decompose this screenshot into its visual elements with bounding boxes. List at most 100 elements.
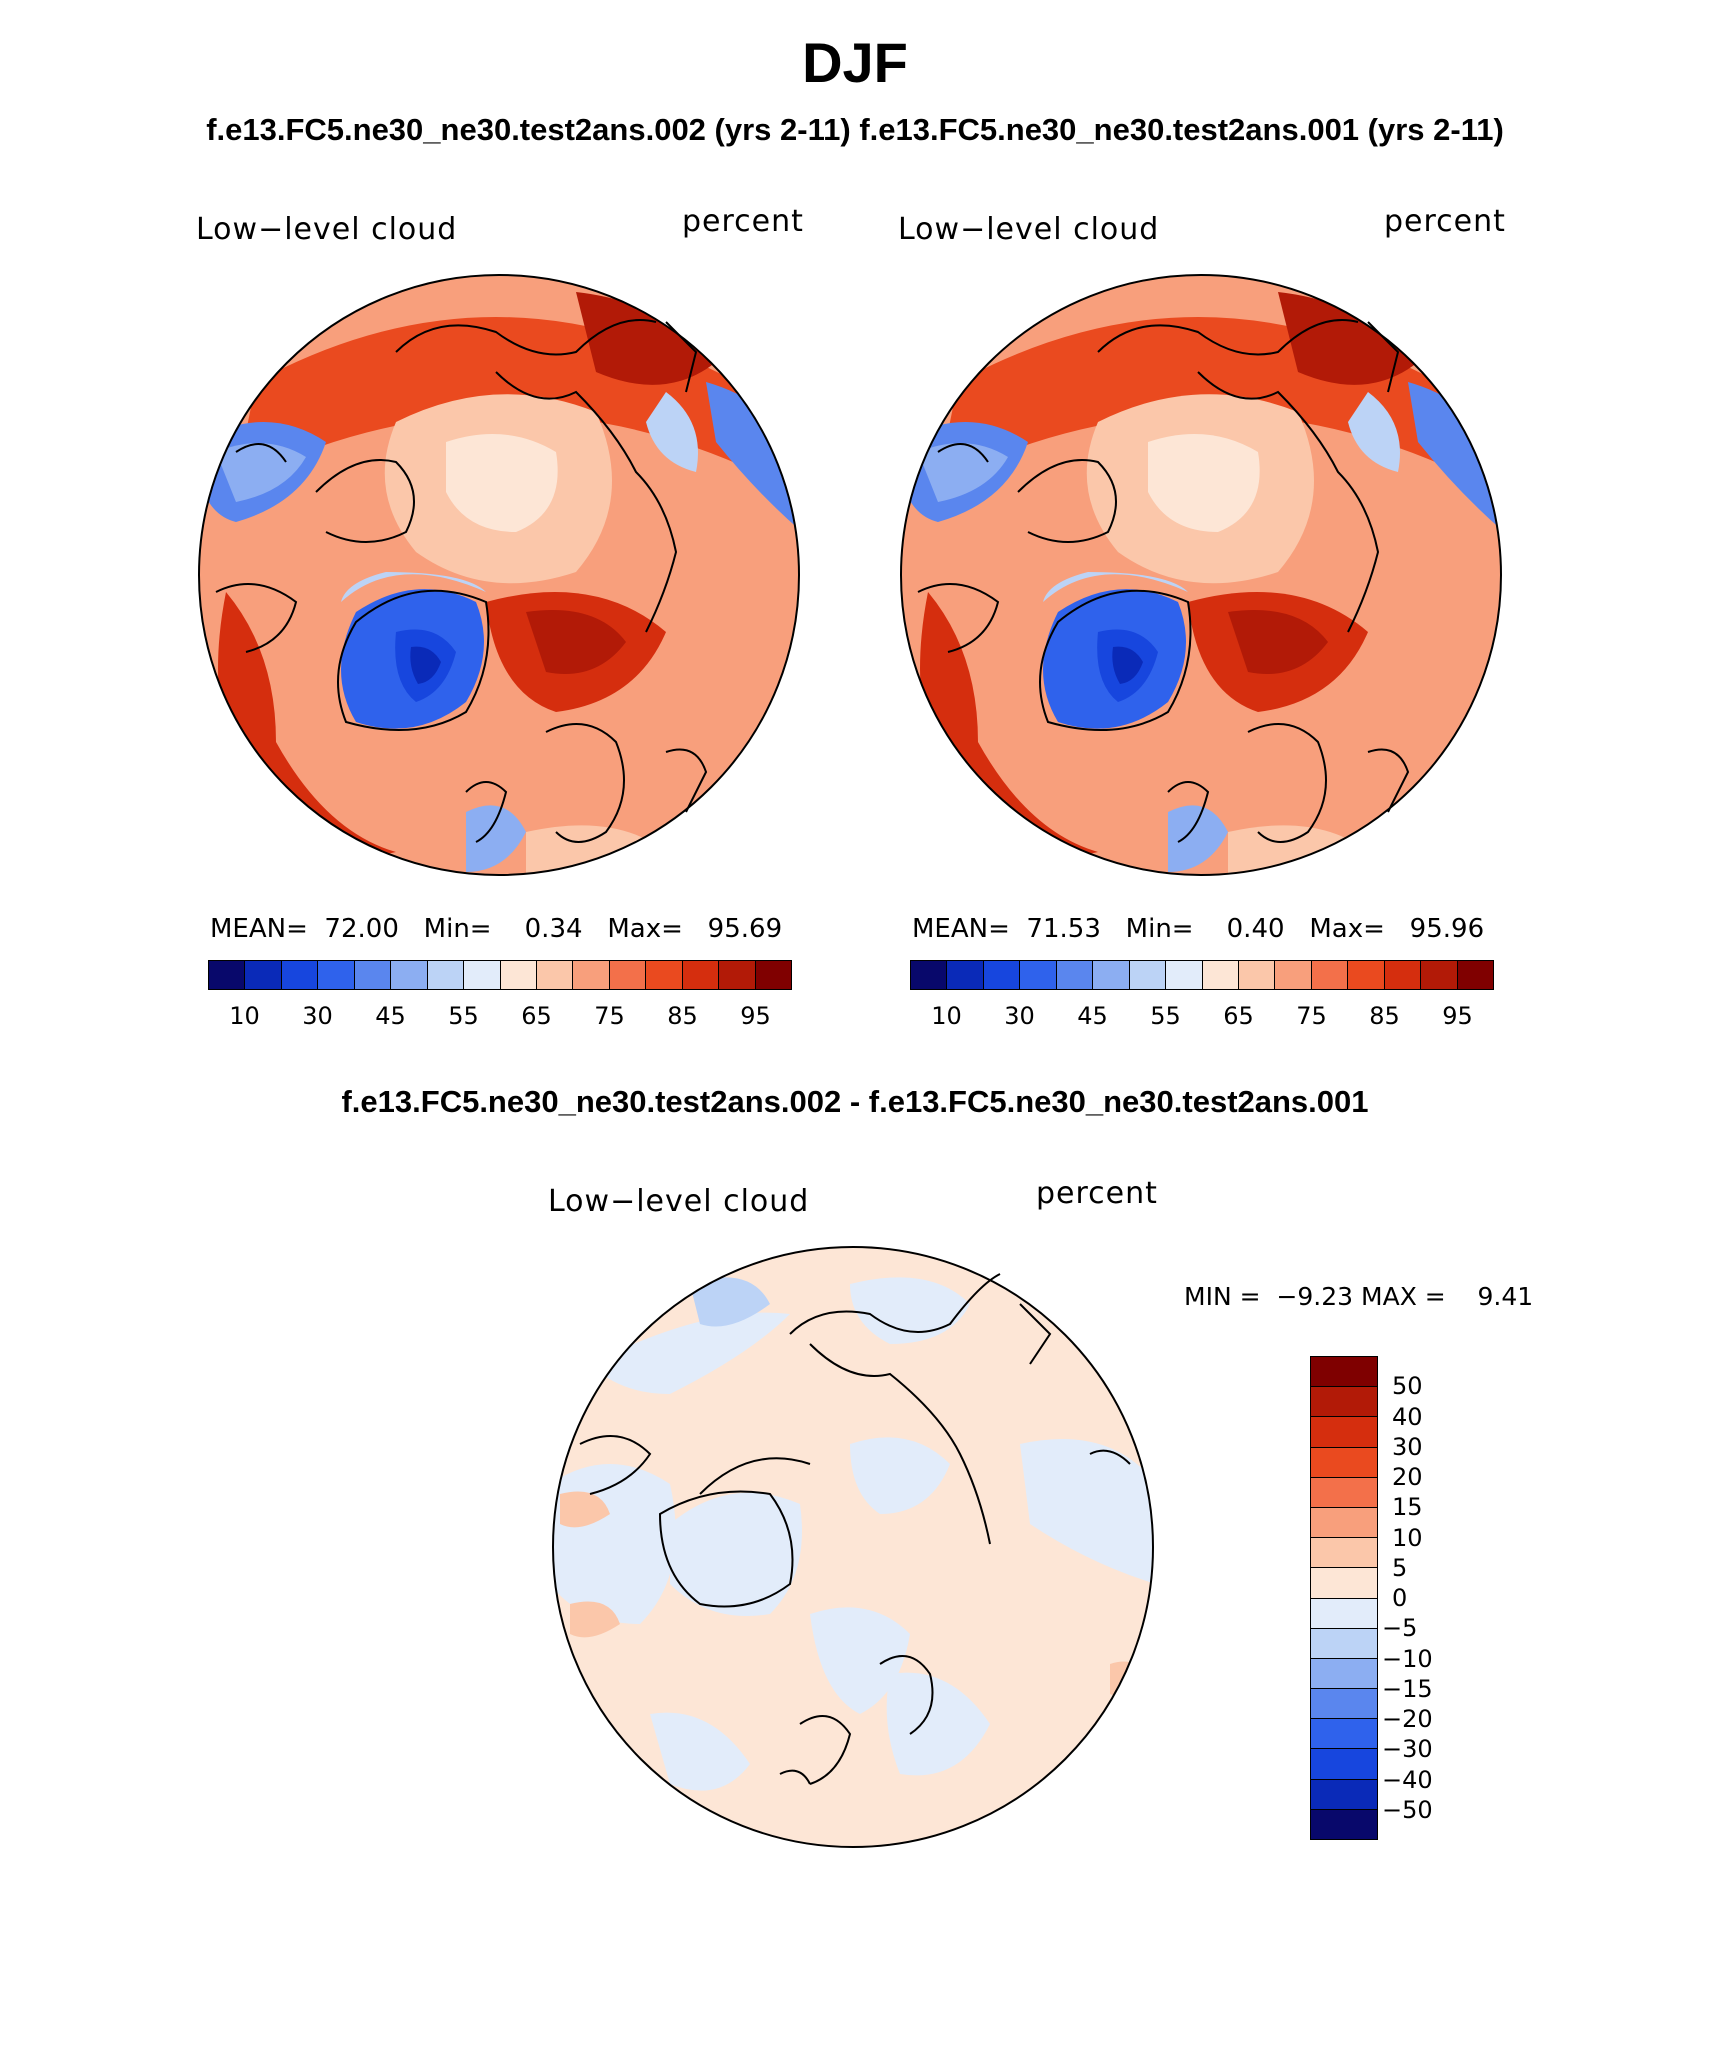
west-positive-patch bbox=[560, 1491, 610, 1528]
north-atlantic-core bbox=[526, 610, 626, 674]
colorbar-tick-label: 30 bbox=[1004, 1002, 1035, 1030]
diff-colorbar bbox=[1310, 1356, 1378, 1840]
colorbar-box bbox=[1384, 961, 1422, 989]
south-positive-patch bbox=[570, 1601, 620, 1638]
map-border bbox=[900, 274, 1502, 876]
colorbar-box bbox=[755, 961, 791, 989]
min-value: 0.40 bbox=[1226, 914, 1285, 944]
colorbar-tick-label: 95 bbox=[1442, 1002, 1473, 1030]
colorbar-tick-label: 55 bbox=[448, 1002, 479, 1030]
diff-colorbar-labels: 50 40 30 20 15 10 5 0 −5 −10 −15 −20 −30 −40 −50 bbox=[1382, 1356, 1512, 1840]
right-colorbar bbox=[910, 960, 1494, 990]
mean-label: MEAN= bbox=[912, 914, 1010, 944]
colorbar-tick-label: −5 bbox=[1382, 1614, 1418, 1643]
colorbar-tick-label: −15 bbox=[1382, 1674, 1433, 1703]
colorbar-tick-label: 0 bbox=[1392, 1584, 1408, 1612]
colorbar-box bbox=[983, 961, 1021, 989]
colorbar-tick-label: 45 bbox=[1077, 1002, 1108, 1030]
colorbar-box bbox=[1311, 1447, 1377, 1478]
colorbar-box bbox=[646, 961, 683, 989]
siberia-dark-region bbox=[576, 292, 716, 385]
colorbar-box bbox=[1311, 1749, 1377, 1780]
coastlines bbox=[579, 1273, 1131, 1785]
colorbar-box bbox=[682, 961, 720, 989]
colorbar-tick-label: 85 bbox=[667, 1002, 698, 1030]
colorbar-box bbox=[281, 961, 319, 989]
europe-negative-patch bbox=[1020, 1439, 1153, 1584]
colorbar-box bbox=[1129, 961, 1167, 989]
diff-max-label: MAX = bbox=[1361, 1282, 1446, 1311]
left-colorbar-labels: 10 30 45 55 65 75 85 95 bbox=[208, 1002, 792, 1032]
colorbar-box bbox=[391, 961, 428, 989]
colorbar-box bbox=[1457, 961, 1493, 989]
scandinavia-blue bbox=[466, 805, 526, 872]
max-label: Max= bbox=[1309, 914, 1385, 944]
scandinavia-negative-patch bbox=[886, 1672, 990, 1776]
colorbar-tick-label: −10 bbox=[1382, 1644, 1433, 1673]
right-polar-map bbox=[900, 274, 1502, 876]
siberia-light-patch bbox=[1348, 392, 1400, 472]
greenland-edge bbox=[341, 572, 486, 602]
scandinavia-blue bbox=[1168, 805, 1228, 872]
colorbar-box bbox=[1348, 961, 1385, 989]
colorbar-tick-label: 65 bbox=[1223, 1002, 1254, 1030]
colorbar-tick-label: 65 bbox=[521, 1002, 552, 1030]
colorbar-tick-label: 75 bbox=[1296, 1002, 1327, 1030]
north-atlantic-core bbox=[1228, 610, 1328, 674]
left-colorbar bbox=[208, 960, 792, 990]
colorbar-box bbox=[1311, 961, 1349, 989]
colorbar-box bbox=[1311, 1689, 1377, 1720]
europe-blue-patch bbox=[1408, 382, 1501, 532]
colorbar-tick-label: 10 bbox=[1392, 1523, 1423, 1552]
diff-polar-map bbox=[552, 1246, 1154, 1848]
colorbar-tick-label: 30 bbox=[302, 1002, 333, 1030]
colorbar-box bbox=[1421, 961, 1458, 989]
colorbar-tick-label: 40 bbox=[1392, 1402, 1423, 1431]
colorbar-box bbox=[245, 961, 282, 989]
siberia-dark-region bbox=[1278, 292, 1418, 385]
colorbar-box bbox=[1311, 1809, 1377, 1839]
max-value: 95.69 bbox=[707, 914, 783, 944]
colorbar-box bbox=[1311, 1477, 1377, 1508]
alaska-negative-patch bbox=[553, 1464, 676, 1624]
mean-label: MEAN= bbox=[210, 914, 308, 944]
map-border bbox=[198, 274, 800, 876]
page-title: DJF bbox=[802, 31, 908, 94]
left-polar-map bbox=[198, 274, 800, 876]
colorbar-box bbox=[719, 961, 756, 989]
arctic-paler-core bbox=[1148, 434, 1260, 532]
colorbar-box bbox=[209, 961, 246, 989]
colorbar-tick-label: −30 bbox=[1382, 1735, 1433, 1764]
colorbar-box bbox=[1311, 1779, 1377, 1810]
right-stats: MEAN= 71.53 Min= 0.40 Max= 95.96 bbox=[912, 914, 1484, 944]
min-label: Min= bbox=[423, 914, 492, 944]
atlantic-negative-patch bbox=[810, 1607, 910, 1714]
diff-min-max: MIN = −9.23 MAX = 9.41 bbox=[1184, 1282, 1533, 1311]
diff-case-title: f.e13.FC5.ne30_ne30.test2ans.002 - f.e13… bbox=[341, 1084, 1369, 1119]
colorbar-tick-label: 20 bbox=[1392, 1463, 1423, 1491]
left-case-name: f.e13.FC5.ne30_ne30.test2ans.002 (yrs 2-… bbox=[206, 112, 851, 147]
siberia-light-patch bbox=[646, 392, 698, 472]
right-variable-label: Low−level cloud bbox=[898, 212, 1160, 247]
max-value: 95.96 bbox=[1409, 914, 1485, 944]
colorbar-tick-label: −20 bbox=[1382, 1705, 1433, 1733]
colorbar-box bbox=[1311, 1568, 1377, 1599]
diff-min-value: −9.23 bbox=[1276, 1282, 1354, 1311]
colorbar-tick-label: 10 bbox=[931, 1002, 962, 1030]
right-case-name: f.e13.FC5.ne30_ne30.test2ans.001 (yrs 2-… bbox=[859, 112, 1504, 147]
colorbar-tick-label: 85 bbox=[1369, 1002, 1400, 1030]
map-border bbox=[552, 1246, 1154, 1848]
colorbar-box bbox=[1093, 961, 1130, 989]
case-names-line: f.e13.FC5.ne30_ne30.test2ans.002 (yrs 2-… bbox=[0, 112, 1710, 148]
colorbar-tick-label: 95 bbox=[740, 1002, 771, 1030]
colorbar-box bbox=[464, 961, 501, 989]
greenland-edge bbox=[1043, 572, 1188, 602]
colorbar-box bbox=[1020, 961, 1057, 989]
right-units-label: percent bbox=[1384, 204, 1506, 239]
min-label: Min= bbox=[1125, 914, 1194, 944]
colorbar-box bbox=[1311, 1357, 1377, 1388]
colorbar-tick-label: 75 bbox=[594, 1002, 625, 1030]
colorbar-tick-label: 45 bbox=[375, 1002, 406, 1030]
colorbar-box bbox=[1311, 1417, 1377, 1448]
greenland-deep bbox=[410, 646, 441, 684]
